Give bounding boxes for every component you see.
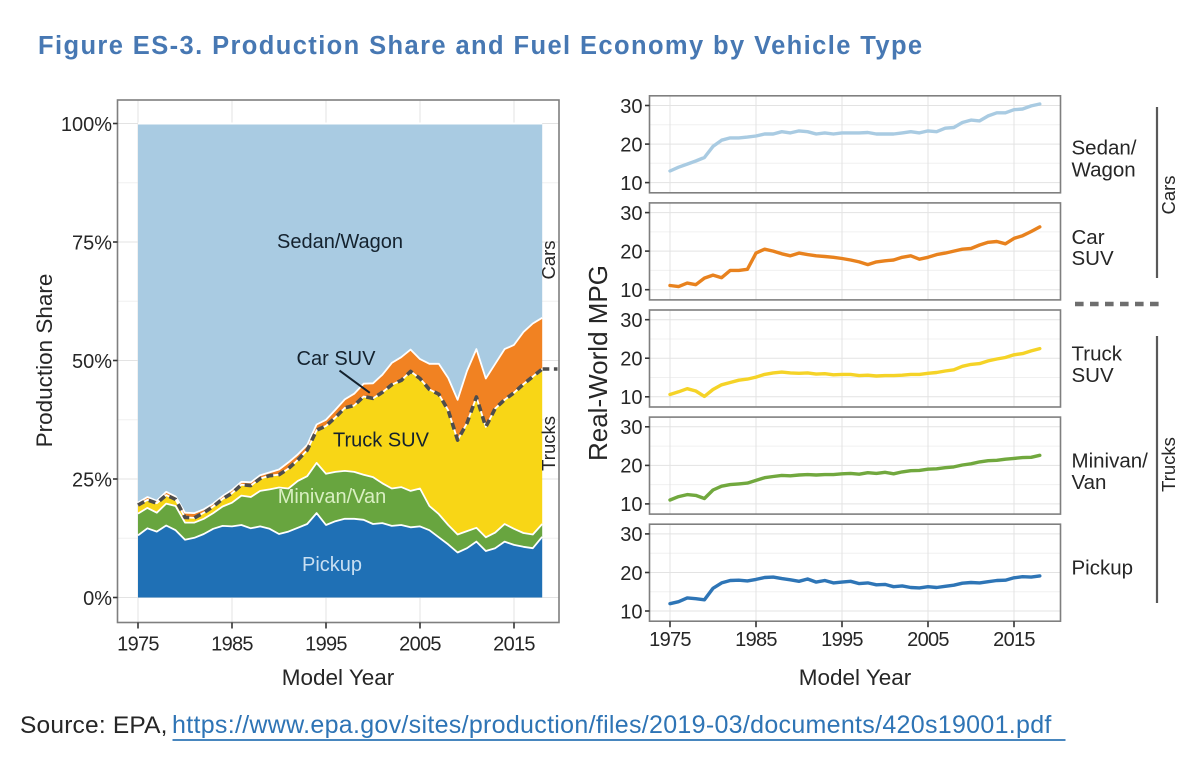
svg-text:20: 20 [620,349,642,371]
svg-text:Pickup: Pickup [1072,557,1134,580]
svg-text:Minivan/: Minivan/ [1072,450,1149,473]
svg-text:10: 10 [620,173,642,195]
svg-text:Cars: Cars [538,240,559,279]
svg-text:100%: 100% [61,114,112,136]
svg-text:10: 10 [620,387,642,409]
svg-text:10: 10 [620,494,642,516]
svg-text:30: 30 [620,203,642,225]
svg-text:Source: EPA,: Source: EPA, [20,712,168,739]
svg-text:10: 10 [620,601,642,623]
svg-text:Model Year: Model Year [799,665,912,690]
svg-text:2005: 2005 [399,634,441,656]
svg-text:1985: 1985 [735,629,777,651]
svg-text:30: 30 [620,310,642,332]
svg-text:Wagon: Wagon [1072,159,1136,182]
svg-text:10: 10 [620,280,642,302]
svg-text:SUV: SUV [1072,364,1114,387]
svg-text:Sedan/Wagon: Sedan/Wagon [277,231,403,253]
svg-text:Model Year: Model Year [282,665,395,690]
svg-text:Car SUV: Car SUV [297,348,377,370]
svg-text:1995: 1995 [821,629,863,651]
svg-text:2005: 2005 [907,629,949,651]
svg-text:20: 20 [620,241,642,263]
svg-text:2015: 2015 [993,629,1035,651]
svg-text:Production Share: Production Share [32,274,57,448]
svg-text:0%: 0% [83,588,112,610]
svg-text:Trucks: Trucks [538,416,559,471]
svg-text:1975: 1975 [117,634,159,656]
svg-text:25%: 25% [72,469,112,491]
svg-text:1995: 1995 [305,634,347,656]
svg-text:30: 30 [620,524,642,546]
svg-text:Truck: Truck [1072,343,1123,366]
svg-text:Sedan/: Sedan/ [1072,137,1137,160]
svg-text:Cars: Cars [1158,175,1179,214]
svg-text:Van: Van [1072,471,1107,494]
svg-text:Figure ES-3. Production Share: Figure ES-3. Production Share and Fuel E… [38,32,924,60]
svg-text:2015: 2015 [493,634,535,656]
svg-text:50%: 50% [72,351,112,373]
svg-text:Trucks: Trucks [1158,437,1179,492]
svg-text:20: 20 [620,134,642,156]
svg-text:Truck SUV: Truck SUV [333,430,430,452]
svg-text:https://www.epa.gov/sites/prod: https://www.epa.gov/sites/production/fil… [172,711,1052,739]
svg-text:20: 20 [620,456,642,478]
svg-text:30: 30 [620,96,642,118]
svg-text:SUV: SUV [1072,247,1114,270]
svg-text:20: 20 [620,563,642,585]
svg-text:Car: Car [1072,226,1105,249]
svg-text:Minivan/Van: Minivan/Van [278,486,387,508]
svg-text:1985: 1985 [211,634,253,656]
svg-text:Pickup: Pickup [302,554,362,576]
svg-text:30: 30 [620,417,642,439]
svg-text:Real-World MPG: Real-World MPG [583,265,613,461]
svg-text:1975: 1975 [649,629,691,651]
svg-text:75%: 75% [72,232,112,254]
